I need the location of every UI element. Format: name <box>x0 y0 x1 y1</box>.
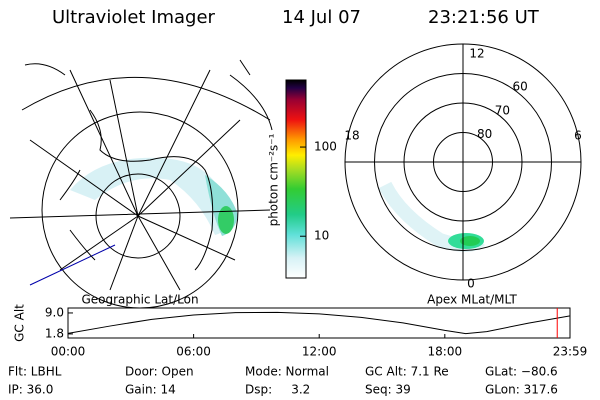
geographic-map <box>9 59 273 309</box>
latitude-label: 60 <box>512 80 527 94</box>
date: 14 Jul 07 <box>282 7 361 28</box>
colorbar-tick-label: 10 <box>314 229 329 243</box>
latitude-circle <box>433 132 493 192</box>
y-tick-label: 1.8 <box>45 326 64 340</box>
latitude-label: 70 <box>495 103 510 117</box>
altitude-frame <box>67 307 571 339</box>
info-field: Seq: 39 <box>365 383 411 397</box>
info-field: Dsp: 3.2 <box>245 383 310 397</box>
mlt-label: 18 <box>344 129 359 143</box>
info-field: GLat: −80.6 <box>485 365 558 379</box>
x-tick-label: 00:00 <box>51 345 86 359</box>
panel-label: Apex MLat/MLT <box>427 293 517 307</box>
latitude-circle <box>374 73 552 251</box>
x-tick-label: 06:00 <box>176 345 211 359</box>
mlt-label: 0 <box>467 277 475 291</box>
info-field: GC Alt: 7.1 Re <box>365 365 449 379</box>
time: 23:21:56 UT <box>428 7 540 28</box>
latitude-circle <box>403 102 523 222</box>
x-tick-label: 12:00 <box>302 345 337 359</box>
colorbar-tick-label: 100 <box>314 140 337 154</box>
latitude-label: 80 <box>477 127 492 141</box>
y-axis-label: GC Alt <box>13 304 27 342</box>
info-field: Gain: 14 <box>125 383 176 397</box>
x-tick-label: 23:59 <box>553 345 588 359</box>
colorbar <box>285 79 307 279</box>
altitude-line <box>67 311 571 335</box>
panel-label: Geographic Lat/Lon <box>81 293 198 307</box>
info-field: Flt: LBHL <box>8 365 62 379</box>
title: Ultraviolet Imager <box>52 7 216 28</box>
x-tick-label: 18:00 <box>428 345 463 359</box>
info-field: GLon: 317.6 <box>485 383 558 397</box>
info-field: IP: 36.0 <box>8 383 53 397</box>
magnetic-polar-plot <box>344 43 582 281</box>
mlt-label: 6 <box>574 129 582 143</box>
mlt-label: 12 <box>469 47 484 61</box>
info-field: Door: Open <box>125 365 194 379</box>
colorbar-label: photon cm⁻²s⁻¹ <box>267 133 281 226</box>
info-field: Mode: Normal <box>245 365 329 379</box>
y-tick-label: 9.0 <box>45 305 64 319</box>
